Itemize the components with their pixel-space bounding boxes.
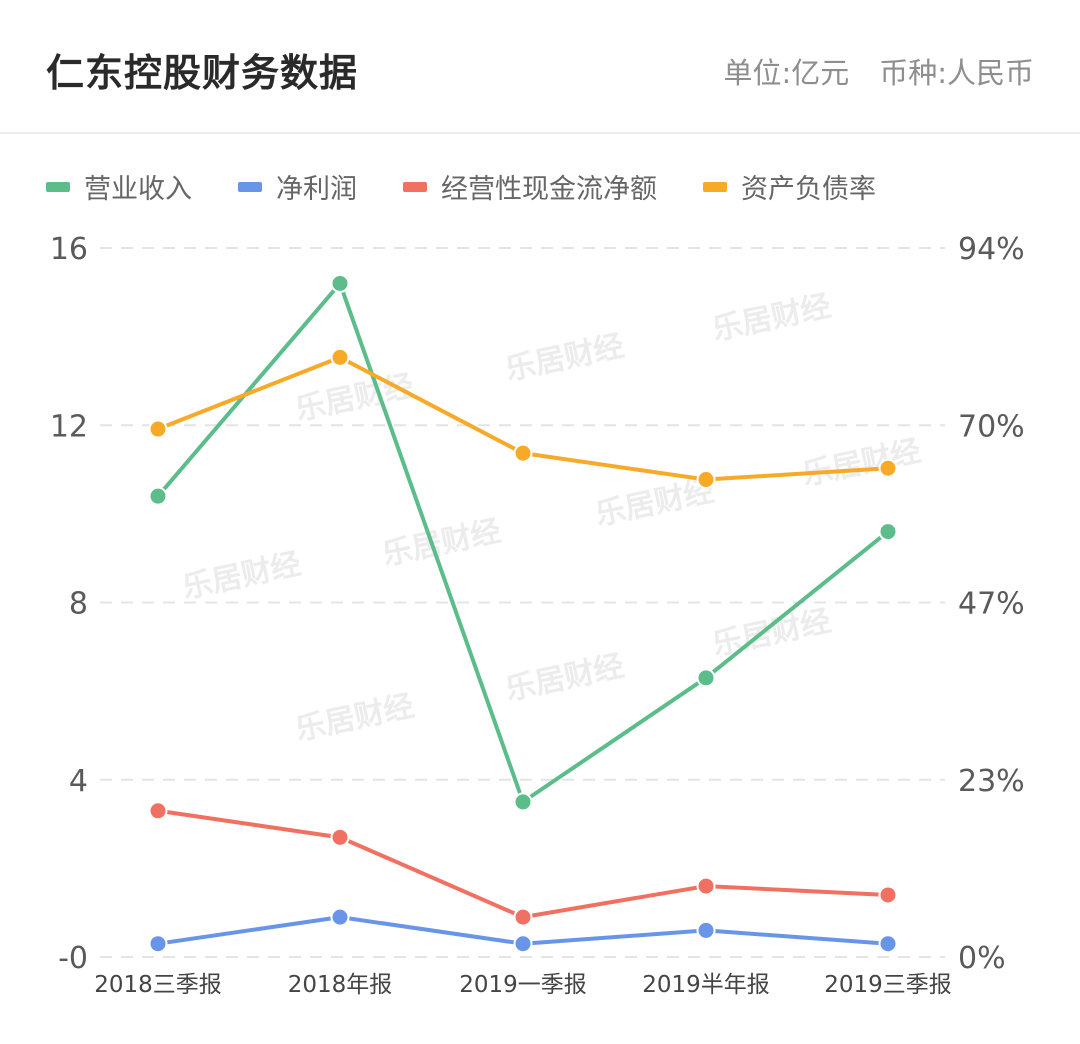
x-tick-label: 2018年报 <box>288 972 393 998</box>
legend-item-debt-ratio[interactable]: 资产负债率 <box>703 167 876 206</box>
watermark: 乐居财经 <box>502 649 627 708</box>
data-point <box>696 876 716 896</box>
legend-label: 营业收入 <box>84 174 192 205</box>
y-right-tick-label: 0% <box>958 941 1006 976</box>
legend-swatch <box>403 181 427 192</box>
data-point <box>878 885 898 905</box>
y-left-tick-label: 8 <box>69 587 88 622</box>
data-point <box>878 934 898 954</box>
x-tick-label: 2019三季报 <box>824 972 952 998</box>
data-point <box>696 470 716 490</box>
data-point <box>878 458 898 478</box>
y-right-tick-label: 94% <box>958 232 1025 267</box>
data-point <box>148 486 168 506</box>
legend-label: 经营性现金流净额 <box>441 174 657 205</box>
chart-title: 仁东控股财务数据 <box>46 51 359 95</box>
data-point <box>513 443 533 463</box>
watermark: 乐居财经 <box>179 547 304 606</box>
series-line <box>157 808 889 920</box>
y-right-tick-label: 70% <box>958 409 1025 444</box>
x-tick-label: 2019半年报 <box>642 972 770 998</box>
y-left-tick-label: 12 <box>50 409 88 444</box>
legend-swatch <box>238 181 262 192</box>
legend-label: 资产负债率 <box>741 174 876 205</box>
legend-item-net-profit[interactable]: 净利润 <box>238 167 357 206</box>
x-tick-label: 2019一季报 <box>459 972 587 998</box>
data-point <box>330 347 350 367</box>
data-point <box>513 934 533 954</box>
y-right-tick-label: 23% <box>958 764 1025 799</box>
data-point <box>330 273 350 293</box>
data-point <box>148 934 168 954</box>
data-point <box>148 419 168 439</box>
legend-item-revenue[interactable]: 营业收入 <box>46 167 192 206</box>
y-left-tick-label: 16 <box>50 232 88 267</box>
unit-label: 单位:亿元 <box>723 56 850 90</box>
x-tick-label: 2018三季报 <box>94 972 222 998</box>
data-point <box>513 907 533 927</box>
y-left-tick-label: -0 <box>58 941 88 976</box>
data-point <box>696 668 716 688</box>
watermark: 乐居财经 <box>709 289 834 348</box>
watermark: 乐居财经 <box>292 369 417 428</box>
data-point <box>330 827 350 847</box>
legend-label: 净利润 <box>276 174 357 205</box>
data-point <box>148 801 168 821</box>
y-right-tick-label: 47% <box>958 587 1025 622</box>
watermark: 乐居财经 <box>799 434 924 493</box>
watermark: 乐居财经 <box>502 329 627 388</box>
legend-item-operating-cash-flow[interactable]: 经营性现金流净额 <box>403 167 657 206</box>
y-left-tick-label: 4 <box>69 764 88 799</box>
watermark: 乐居财经 <box>379 514 504 573</box>
currency-label: 币种:人民币 <box>879 56 1034 90</box>
chart-meta: 单位:亿元 币种:人民币 <box>723 50 1034 92</box>
watermark: 乐居财经 <box>709 604 834 663</box>
data-point <box>330 907 350 927</box>
data-point <box>878 522 898 542</box>
chart-legend: 营业收入 净利润 经营性现金流净额 资产负债率 <box>46 167 922 206</box>
legend-swatch <box>703 181 727 192</box>
legend-swatch <box>46 181 70 192</box>
watermark: 乐居财经 <box>292 689 417 748</box>
data-point <box>513 792 533 812</box>
data-point <box>696 920 716 940</box>
chart-header: 仁东控股财务数据 单位:亿元 币种:人民币 <box>0 0 1080 134</box>
